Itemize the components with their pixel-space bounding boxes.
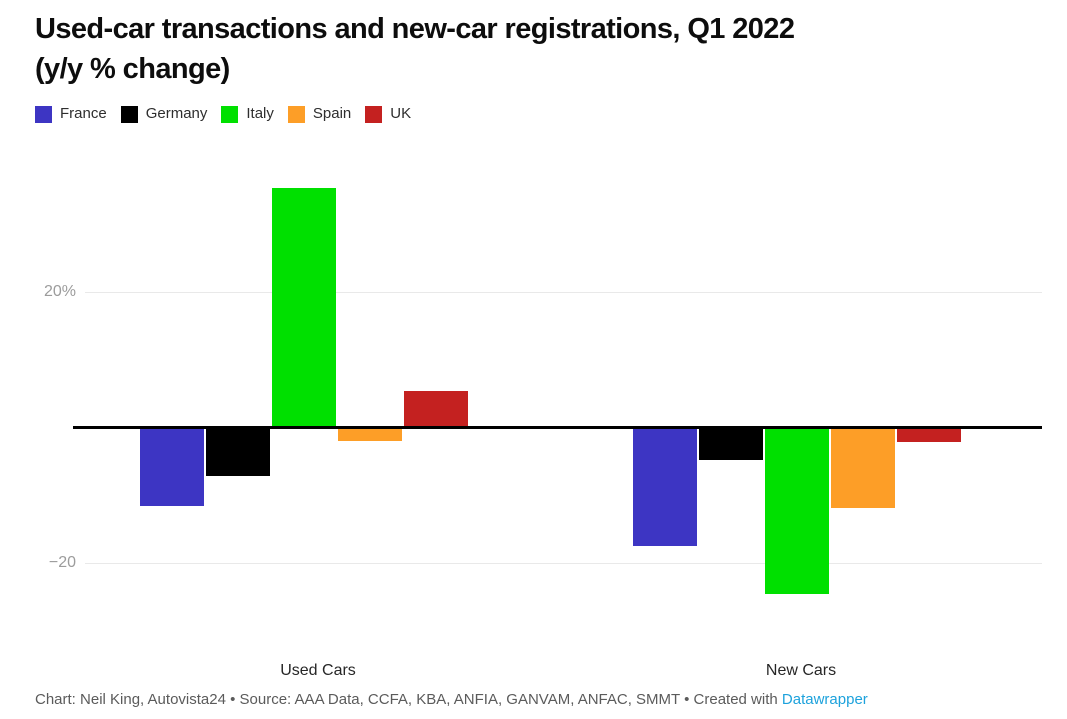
legend-swatch-spain xyxy=(287,105,305,123)
legend-swatch-germany xyxy=(120,105,138,123)
footer-attribution: Chart: Neil King, Autovista24 • Source: … xyxy=(35,690,868,710)
x-axis-label-used-cars: Used Cars xyxy=(280,662,356,679)
legend-label: Italy xyxy=(246,105,274,122)
zero-baseline xyxy=(73,426,1042,429)
legend-label: France xyxy=(60,105,107,122)
bar-used-cars-spain xyxy=(338,429,402,441)
legend-swatch-france xyxy=(35,105,52,123)
y-axis-tick-20: 20% xyxy=(43,283,76,300)
chart-title: Used-car transactions and new-car regist… xyxy=(35,13,795,85)
legend-swatch-uk xyxy=(365,105,383,123)
datawrapper-link[interactable]: Datawrapper xyxy=(781,691,868,708)
bar-new-cars-uk xyxy=(897,429,961,442)
legend: France Germany Italy Spain UK xyxy=(35,105,425,123)
bar-new-cars-spain xyxy=(831,429,895,508)
legend-label: UK xyxy=(390,105,412,122)
legend-item-france: France xyxy=(35,105,107,123)
bar-used-cars-italy xyxy=(272,188,336,426)
legend-item-italy: Italy xyxy=(221,105,274,123)
footer-text: Chart: Neil King, Autovista24 • Source: … xyxy=(35,691,782,708)
gridline-20 xyxy=(85,292,1042,293)
gridline--20 xyxy=(85,563,1042,564)
bar-new-cars-france xyxy=(633,429,697,546)
bar-used-cars-germany xyxy=(206,429,270,476)
legend-label: Germany xyxy=(145,105,208,122)
bar-used-cars-uk xyxy=(404,391,468,426)
bar-new-cars-germany xyxy=(699,429,763,460)
legend-swatch-italy xyxy=(221,105,239,123)
x-axis-label-new-cars: New Cars xyxy=(765,662,837,679)
legend-label: Spain xyxy=(312,105,352,122)
bar-used-cars-france xyxy=(140,429,204,506)
legend-item-spain: Spain xyxy=(287,105,352,123)
y-axis-tick--20: −20 xyxy=(48,554,76,571)
legend-item-germany: Germany xyxy=(120,105,208,123)
bar-new-cars-italy xyxy=(765,429,829,594)
legend-item-uk: UK xyxy=(365,105,411,123)
